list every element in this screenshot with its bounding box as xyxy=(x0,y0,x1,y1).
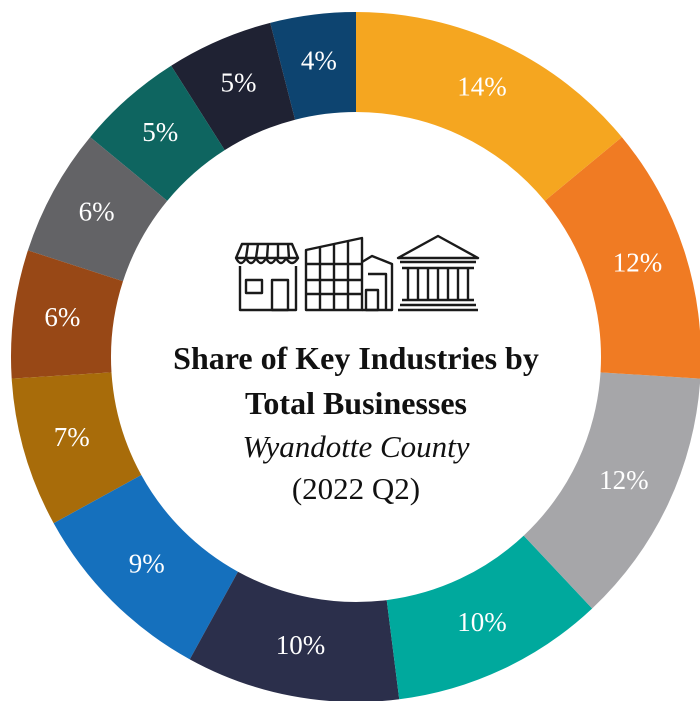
data-label: 10% xyxy=(276,630,326,660)
donut-segment xyxy=(270,12,356,120)
data-label: 5% xyxy=(142,117,178,147)
data-label: 10% xyxy=(457,607,507,637)
data-label: 7% xyxy=(54,422,90,452)
donut-segment xyxy=(11,250,123,379)
donut-segment xyxy=(27,137,168,282)
data-label: 5% xyxy=(220,68,256,98)
data-label: 6% xyxy=(44,302,80,332)
donut-segment xyxy=(90,65,225,201)
donut-segment xyxy=(523,372,700,609)
data-label: 14% xyxy=(457,71,507,101)
donut-segment xyxy=(11,372,142,524)
donut-segment xyxy=(386,535,593,700)
center-text: Share of Key Industries by Total Busines… xyxy=(156,336,556,510)
data-label: 9% xyxy=(129,549,165,579)
donut-segment xyxy=(356,12,622,201)
chart-title: Share of Key Industries by Total Busines… xyxy=(173,340,539,421)
donut-segment xyxy=(189,571,400,701)
industry-icons xyxy=(234,234,480,312)
bank-icon xyxy=(396,234,480,312)
building-icon xyxy=(304,236,394,312)
store-icon xyxy=(234,242,300,312)
donut-segment xyxy=(171,22,296,151)
chart-subtitle: Wyandotte County xyxy=(242,429,470,464)
data-label: 4% xyxy=(301,46,337,76)
donut-segment xyxy=(53,475,238,660)
data-label: 12% xyxy=(599,465,649,495)
data-label: 6% xyxy=(79,197,115,227)
chart-period: (2022 Q2) xyxy=(291,471,421,506)
data-label: 12% xyxy=(613,248,663,278)
donut-segment xyxy=(544,137,700,379)
